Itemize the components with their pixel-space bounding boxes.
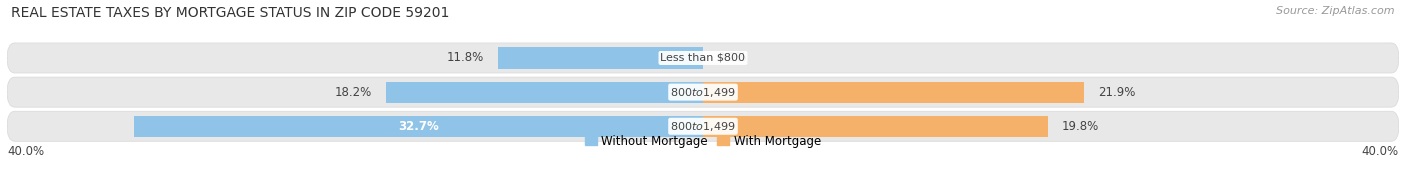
Text: 19.8%: 19.8%: [1062, 120, 1098, 133]
Text: Less than $800: Less than $800: [661, 53, 745, 63]
Text: 0.0%: 0.0%: [717, 52, 747, 64]
Text: Source: ZipAtlas.com: Source: ZipAtlas.com: [1277, 6, 1395, 16]
Text: 40.0%: 40.0%: [7, 145, 44, 158]
FancyBboxPatch shape: [7, 43, 1399, 73]
Legend: Without Mortgage, With Mortgage: Without Mortgage, With Mortgage: [585, 135, 821, 148]
Text: 21.9%: 21.9%: [1098, 86, 1135, 99]
Bar: [703, 82, 1084, 103]
FancyBboxPatch shape: [7, 111, 1399, 141]
Text: 32.7%: 32.7%: [398, 120, 439, 133]
FancyBboxPatch shape: [7, 77, 1399, 107]
Text: 11.8%: 11.8%: [447, 52, 484, 64]
Bar: [387, 82, 703, 103]
Text: 40.0%: 40.0%: [1362, 145, 1399, 158]
Bar: [498, 47, 703, 69]
Text: $800 to $1,499: $800 to $1,499: [671, 120, 735, 133]
Bar: [703, 116, 1047, 137]
Text: REAL ESTATE TAXES BY MORTGAGE STATUS IN ZIP CODE 59201: REAL ESTATE TAXES BY MORTGAGE STATUS IN …: [11, 6, 450, 20]
Text: $800 to $1,499: $800 to $1,499: [671, 86, 735, 99]
Bar: [134, 116, 703, 137]
Text: 18.2%: 18.2%: [335, 86, 373, 99]
